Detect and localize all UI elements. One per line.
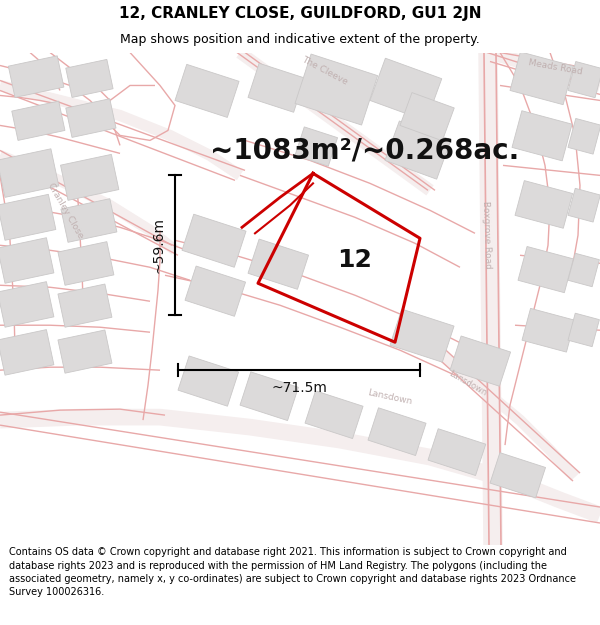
Text: Lansdown: Lansdown <box>448 369 488 398</box>
Text: Contains OS data © Crown copyright and database right 2021. This information is : Contains OS data © Crown copyright and d… <box>9 548 576 597</box>
Bar <box>58 242 114 285</box>
Text: ~1083m²/~0.268ac.: ~1083m²/~0.268ac. <box>210 136 519 164</box>
Bar <box>66 59 113 98</box>
Text: Map shows position and indicative extent of the property.: Map shows position and indicative extent… <box>120 33 480 46</box>
Bar <box>568 188 600 222</box>
Bar <box>518 246 574 292</box>
Bar <box>305 391 363 439</box>
Bar <box>0 282 54 328</box>
Bar <box>568 119 600 154</box>
Bar <box>450 336 511 386</box>
Bar <box>182 214 246 268</box>
Text: Cranley Close: Cranley Close <box>46 181 85 239</box>
Text: The Cleeve: The Cleeve <box>301 54 350 86</box>
Text: 12, CRANLEY CLOSE, GUILDFORD, GU1 2JN: 12, CRANLEY CLOSE, GUILDFORD, GU1 2JN <box>119 6 481 21</box>
Text: ~59.6m: ~59.6m <box>152 217 166 273</box>
Bar <box>370 58 442 121</box>
Bar <box>8 56 64 98</box>
Bar <box>61 199 117 242</box>
Bar <box>61 154 119 201</box>
Bar <box>175 64 239 118</box>
Bar <box>248 63 305 112</box>
Bar <box>0 238 54 283</box>
Text: ~71.5m: ~71.5m <box>271 381 327 395</box>
Bar <box>390 309 454 362</box>
Bar <box>512 111 572 161</box>
Bar <box>568 313 599 347</box>
Bar <box>295 54 377 125</box>
Bar <box>400 92 454 141</box>
Text: Meads Road: Meads Road <box>527 58 583 77</box>
Bar <box>568 61 600 98</box>
Bar <box>522 308 575 352</box>
Bar <box>185 266 245 316</box>
Bar <box>490 452 545 498</box>
Text: Boxgrove Road: Boxgrove Road <box>481 201 493 269</box>
Bar <box>66 99 116 138</box>
Bar <box>428 429 486 476</box>
Bar <box>368 408 426 456</box>
Bar <box>178 356 239 406</box>
Bar <box>510 52 574 104</box>
Bar <box>248 239 308 289</box>
Bar <box>58 284 112 328</box>
Bar <box>385 121 451 179</box>
Bar <box>0 149 59 198</box>
Bar <box>515 181 572 228</box>
Text: 12: 12 <box>338 248 373 272</box>
Bar <box>295 127 338 166</box>
Bar <box>0 194 56 240</box>
Bar <box>240 372 298 421</box>
Bar <box>568 253 599 287</box>
Bar <box>12 101 65 141</box>
Text: Lansdown: Lansdown <box>367 388 413 406</box>
Bar <box>0 329 54 375</box>
Bar <box>58 330 112 373</box>
